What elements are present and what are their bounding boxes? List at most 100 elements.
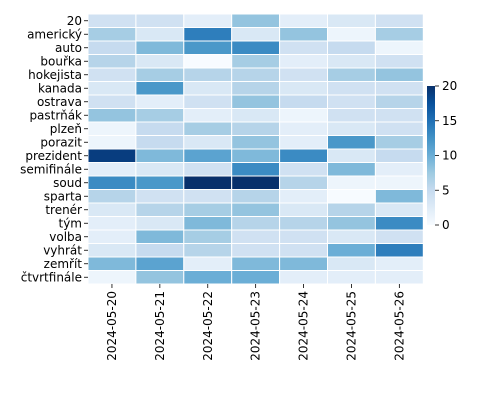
heatmap-cell xyxy=(184,82,232,96)
heatmap-cell xyxy=(232,41,280,55)
y-tick-label: trenér xyxy=(45,203,82,217)
heatmap-cell xyxy=(375,244,423,258)
heatmap-cell xyxy=(280,217,328,231)
heatmap-cell xyxy=(88,109,136,123)
heatmap-cell xyxy=(184,176,232,190)
heatmap-cell xyxy=(232,55,280,69)
heatmap-cell xyxy=(184,190,232,204)
heatmap-cell xyxy=(375,203,423,217)
heatmap-cell xyxy=(232,82,280,96)
heatmap-cells xyxy=(88,14,423,284)
heatmap-cell xyxy=(184,136,232,150)
x-tick-label: 2024-05-25 xyxy=(344,291,358,361)
heatmap-cell xyxy=(375,149,423,163)
heatmap-cell xyxy=(136,271,184,285)
heatmap-cell xyxy=(136,82,184,96)
heatmap-cell xyxy=(232,28,280,42)
heatmap-cell xyxy=(232,244,280,258)
heatmap-cell xyxy=(232,122,280,136)
heatmap-cell xyxy=(88,68,136,82)
heatmap-cell xyxy=(232,14,280,28)
heatmap-cell xyxy=(232,68,280,82)
heatmap-cell xyxy=(328,136,376,150)
heatmap-cell xyxy=(88,95,136,109)
x-tick-label: 2024-05-21 xyxy=(153,291,167,361)
y-tick-label: porazit xyxy=(40,135,82,149)
heatmap-cell xyxy=(184,28,232,42)
heatmap-cell xyxy=(88,82,136,96)
heatmap-cell xyxy=(375,28,423,42)
heatmap-cell xyxy=(232,176,280,190)
heatmap-cell xyxy=(328,68,376,82)
heatmap-cell xyxy=(328,55,376,69)
heatmap-cell xyxy=(328,149,376,163)
heatmap-cell xyxy=(136,28,184,42)
heatmap-cell xyxy=(136,55,184,69)
heatmap-cell xyxy=(88,190,136,204)
heatmap-cell xyxy=(88,257,136,271)
heatmap-cell xyxy=(136,190,184,204)
heatmap-cell xyxy=(184,257,232,271)
heatmap-cell xyxy=(280,109,328,123)
heatmap-cell xyxy=(375,163,423,177)
heatmap-cell xyxy=(280,82,328,96)
y-tick-label: ostrava xyxy=(37,95,82,109)
heatmap-cell xyxy=(328,28,376,42)
heatmap-cell xyxy=(136,230,184,244)
heatmap-cell xyxy=(375,257,423,271)
heatmap-cell xyxy=(280,55,328,69)
heatmap-cell xyxy=(184,271,232,285)
heatmap-cell xyxy=(375,95,423,109)
heatmap-cell xyxy=(328,122,376,136)
heatmap-cell xyxy=(375,41,423,55)
y-tick-label: auto xyxy=(55,41,82,55)
heatmap-cell xyxy=(280,230,328,244)
y-tick-label: vyhrát xyxy=(43,243,82,257)
heatmap-cell xyxy=(184,230,232,244)
heatmap-cell xyxy=(280,28,328,42)
heatmap-cell xyxy=(88,136,136,150)
y-tick-label: tým xyxy=(59,216,83,230)
colorbar-tick-label: 10 xyxy=(442,149,457,163)
y-tick-label: bouřka xyxy=(40,54,82,68)
y-tick-label: americký xyxy=(27,27,82,41)
heatmap-cell xyxy=(280,14,328,28)
heatmap-cell xyxy=(88,271,136,285)
x-tick-label: 2024-05-24 xyxy=(297,291,311,361)
heatmap-cell xyxy=(328,41,376,55)
y-tick-label: hokejista xyxy=(28,68,82,82)
heatmap-cell xyxy=(88,122,136,136)
colorbar-scale xyxy=(427,86,435,225)
heatmap-cell xyxy=(232,149,280,163)
heatmap-cell xyxy=(375,230,423,244)
heatmap-cell xyxy=(232,190,280,204)
heatmap-cell xyxy=(280,122,328,136)
y-tick-label: plzeň xyxy=(50,122,82,136)
heatmap-cell xyxy=(184,14,232,28)
heatmap-cell xyxy=(375,176,423,190)
heatmap-cell xyxy=(136,149,184,163)
heatmap-cell xyxy=(328,217,376,231)
heatmap-cell xyxy=(375,271,423,285)
heatmap-cell xyxy=(184,203,232,217)
y-tick-label: 20 xyxy=(67,14,82,28)
heatmap-cell xyxy=(328,190,376,204)
heatmap-cell xyxy=(184,95,232,109)
heatmap-cell xyxy=(136,109,184,123)
colorbar: 0 5 10 15 20 xyxy=(427,79,457,232)
y-tick-label: pastrňák xyxy=(29,108,82,122)
heatmap-cell xyxy=(232,163,280,177)
heatmap-cell xyxy=(375,122,423,136)
heatmap-cell xyxy=(88,41,136,55)
heatmap-cell xyxy=(375,217,423,231)
heatmap-cell xyxy=(280,271,328,285)
heatmap-cell xyxy=(328,230,376,244)
heatmap-cell xyxy=(232,95,280,109)
heatmap-cell xyxy=(375,109,423,123)
heatmap-cell xyxy=(88,217,136,231)
heatmap-cell xyxy=(375,68,423,82)
heatmap-cell xyxy=(375,55,423,69)
heatmap-cell xyxy=(280,257,328,271)
x-tick-label: 2024-05-22 xyxy=(201,291,215,361)
